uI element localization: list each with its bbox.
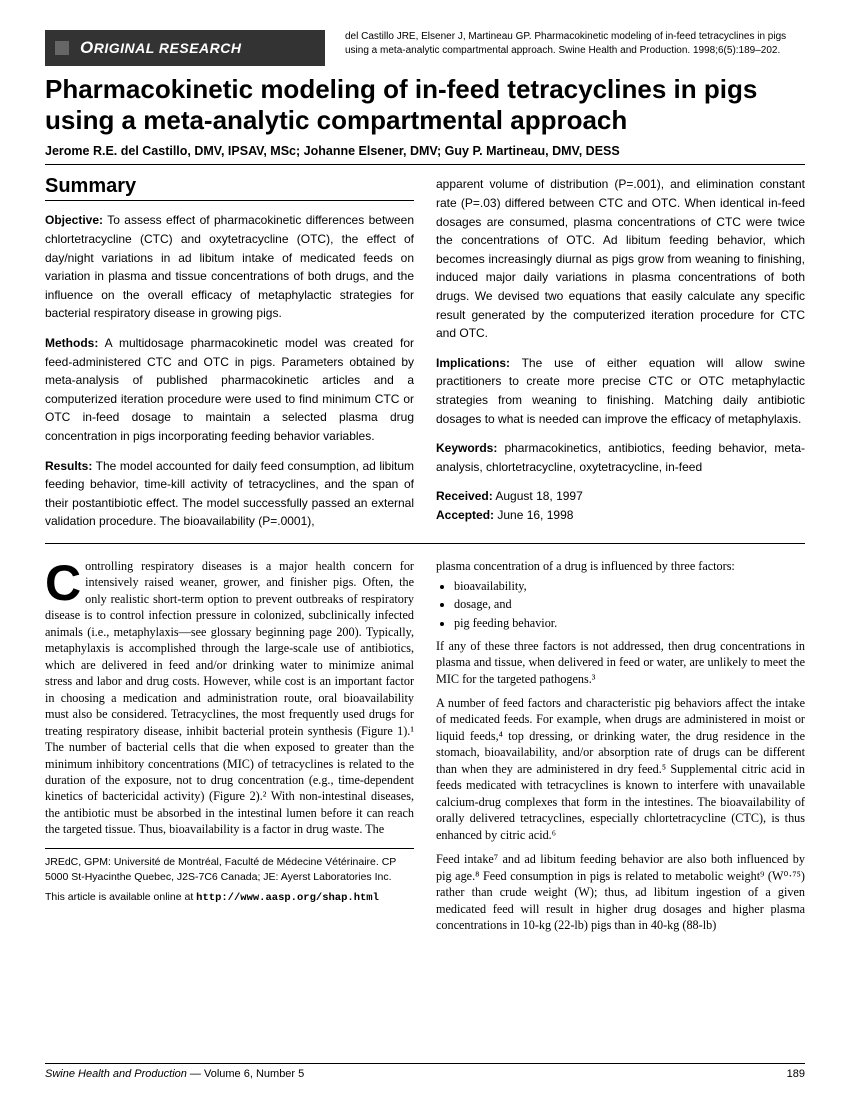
results-right-para: apparent volume of distribution (P=.001)… bbox=[436, 175, 805, 342]
header-citation: del Castillo JRE, Elsener J, Martineau G… bbox=[325, 30, 805, 57]
keywords-label: Keywords: bbox=[436, 441, 497, 455]
keywords-para: Keywords: pharmacokinetics, antibiotics,… bbox=[436, 439, 805, 476]
body-intro: Controlling respiratory diseases is a ma… bbox=[45, 558, 414, 838]
accepted-label: Accepted: bbox=[436, 508, 494, 522]
bullet-1: bioavailability, bbox=[454, 578, 805, 595]
badge-prefix: O bbox=[80, 38, 94, 57]
section-badge: ORIGINAL RESEARCH bbox=[45, 30, 325, 66]
factor-bullets: bioavailability, dosage, and pig feeding… bbox=[454, 578, 805, 631]
abstract-right: apparent volume of distribution (P=.001)… bbox=[436, 175, 805, 531]
results-left-text: The model accounted for daily feed consu… bbox=[45, 459, 414, 529]
abstract-left: Summary Objective: To assess effect of p… bbox=[45, 175, 414, 531]
abstract-columns: Summary Objective: To assess effect of p… bbox=[45, 175, 805, 531]
methods-label: Methods: bbox=[45, 336, 98, 350]
affil-rule bbox=[45, 848, 414, 849]
summary-heading: Summary bbox=[45, 175, 414, 198]
header-band: ORIGINAL RESEARCH del Castillo JRE, Else… bbox=[45, 30, 805, 66]
online-url: http://www.aasp.org/shap.html bbox=[196, 892, 379, 904]
implications-label: Implications: bbox=[436, 356, 510, 370]
body-right-p1: plasma concentration of a drug is influe… bbox=[436, 558, 805, 574]
methods-text: A multidosage pharmacokinetic model was … bbox=[45, 336, 414, 443]
footer-page: 189 bbox=[787, 1068, 805, 1080]
page-footer: Swine Health and Production — Volume 6, … bbox=[45, 1063, 805, 1080]
abstract-end-rule bbox=[45, 543, 805, 544]
accepted-text: June 16, 1998 bbox=[494, 508, 573, 522]
dates-para: Received: August 18, 1997 Accepted: June… bbox=[436, 487, 805, 524]
body-left-text: ontrolling respiratory diseases is a maj… bbox=[45, 559, 414, 837]
body-right-p2: If any of these three factors is not add… bbox=[436, 638, 805, 687]
results-label: Results: bbox=[45, 459, 92, 473]
received-text: August 18, 1997 bbox=[493, 489, 583, 503]
bullet-2: dosage, and bbox=[454, 596, 805, 613]
body-columns: Controlling respiratory diseases is a ma… bbox=[45, 558, 805, 942]
title-rule bbox=[45, 164, 805, 165]
bullet-3: pig feeding behavior. bbox=[454, 615, 805, 632]
body-left: Controlling respiratory diseases is a ma… bbox=[45, 558, 414, 942]
affiliation: JREdC, GPM: Université de Montréal, Facu… bbox=[45, 855, 414, 884]
methods-para: Methods: A multidosage pharmacokinetic m… bbox=[45, 334, 414, 446]
authors: Jerome R.E. del Castillo, DMV, IPSAV, MS… bbox=[45, 144, 805, 158]
dropcap: C bbox=[45, 558, 85, 605]
summary-rule bbox=[45, 200, 414, 201]
article-title: Pharmacokinetic modeling of in-feed tetr… bbox=[45, 74, 805, 136]
footer-journal: Swine Health and Production bbox=[45, 1068, 187, 1080]
body-right-p4: Feed intake⁷ and ad libitum feeding beha… bbox=[436, 851, 805, 933]
objective-label: Objective: bbox=[45, 213, 103, 227]
objective-text: To assess effect of pharmacokinetic diff… bbox=[45, 213, 414, 320]
online-line: This article is available online at http… bbox=[45, 890, 414, 906]
results-left-para: Results: The model accounted for daily f… bbox=[45, 457, 414, 531]
body-right-p3: A number of feed factors and characteris… bbox=[436, 695, 805, 843]
online-prefix: This article is available online at bbox=[45, 891, 196, 903]
footer-issue: — Volume 6, Number 5 bbox=[187, 1068, 304, 1080]
footer-left: Swine Health and Production — Volume 6, … bbox=[45, 1068, 304, 1080]
body-right: plasma concentration of a drug is influe… bbox=[436, 558, 805, 942]
badge-text: RIGINAL RESEARCH bbox=[94, 40, 242, 56]
implications-para: Implications: The use of either equation… bbox=[436, 354, 805, 428]
objective-para: Objective: To assess effect of pharmacok… bbox=[45, 211, 414, 323]
received-label: Received: bbox=[436, 489, 493, 503]
